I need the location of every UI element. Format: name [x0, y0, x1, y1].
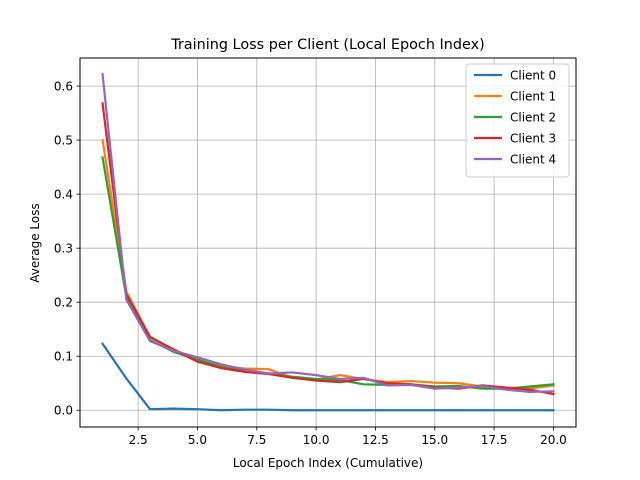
y-tick-label: 0.4: [54, 187, 73, 201]
legend-label: Client 3: [510, 131, 556, 145]
legend-label: Client 1: [510, 89, 556, 103]
x-tick-label: 10.0: [303, 433, 330, 447]
x-tick-label: 12.5: [362, 433, 389, 447]
x-tick-label: 5.0: [188, 433, 207, 447]
y-tick-label: 0.2: [54, 295, 73, 309]
series-line-client-4: [101, 73, 555, 393]
x-tick-label: 20.0: [540, 433, 567, 447]
y-tick-label: 0.5: [54, 133, 73, 147]
axis-ticks: 2.5 5.0 7.5 10.0 12.5 15.0 17.5 20.0 0.0 0.1 0.2 0.…: [54, 79, 567, 447]
y-tick-label: 0.3: [54, 241, 73, 255]
y-tick-label: 0.6: [54, 79, 73, 93]
y-tick-label: 0.0: [54, 404, 73, 418]
legend-label: Client 2: [510, 110, 556, 124]
x-tick-label: 7.5: [247, 433, 266, 447]
x-tick-label: 15.0: [421, 433, 448, 447]
chart-title: Training Loss per Client (Local Epoch In…: [170, 37, 485, 53]
series-line-client-0: [101, 342, 555, 412]
y-axis-label: Average Loss: [28, 203, 42, 282]
legend-label: Client 0: [510, 68, 556, 82]
legend-box: [465, 63, 570, 178]
legend: Client 0 Client 1 Client 2 Client 3 Client 4: [465, 63, 570, 178]
series-lines: [101, 73, 555, 412]
y-tick-label: 0.1: [54, 350, 73, 364]
x-tick-label: 2.5: [129, 433, 148, 447]
series-line-client-2: [101, 156, 555, 390]
x-tick-label: 17.5: [481, 433, 508, 447]
x-axis-label: Local Epoch Index (Cumulative): [233, 456, 423, 470]
legend-label: Client 4: [510, 152, 556, 166]
axes-frame: [79, 57, 577, 428]
